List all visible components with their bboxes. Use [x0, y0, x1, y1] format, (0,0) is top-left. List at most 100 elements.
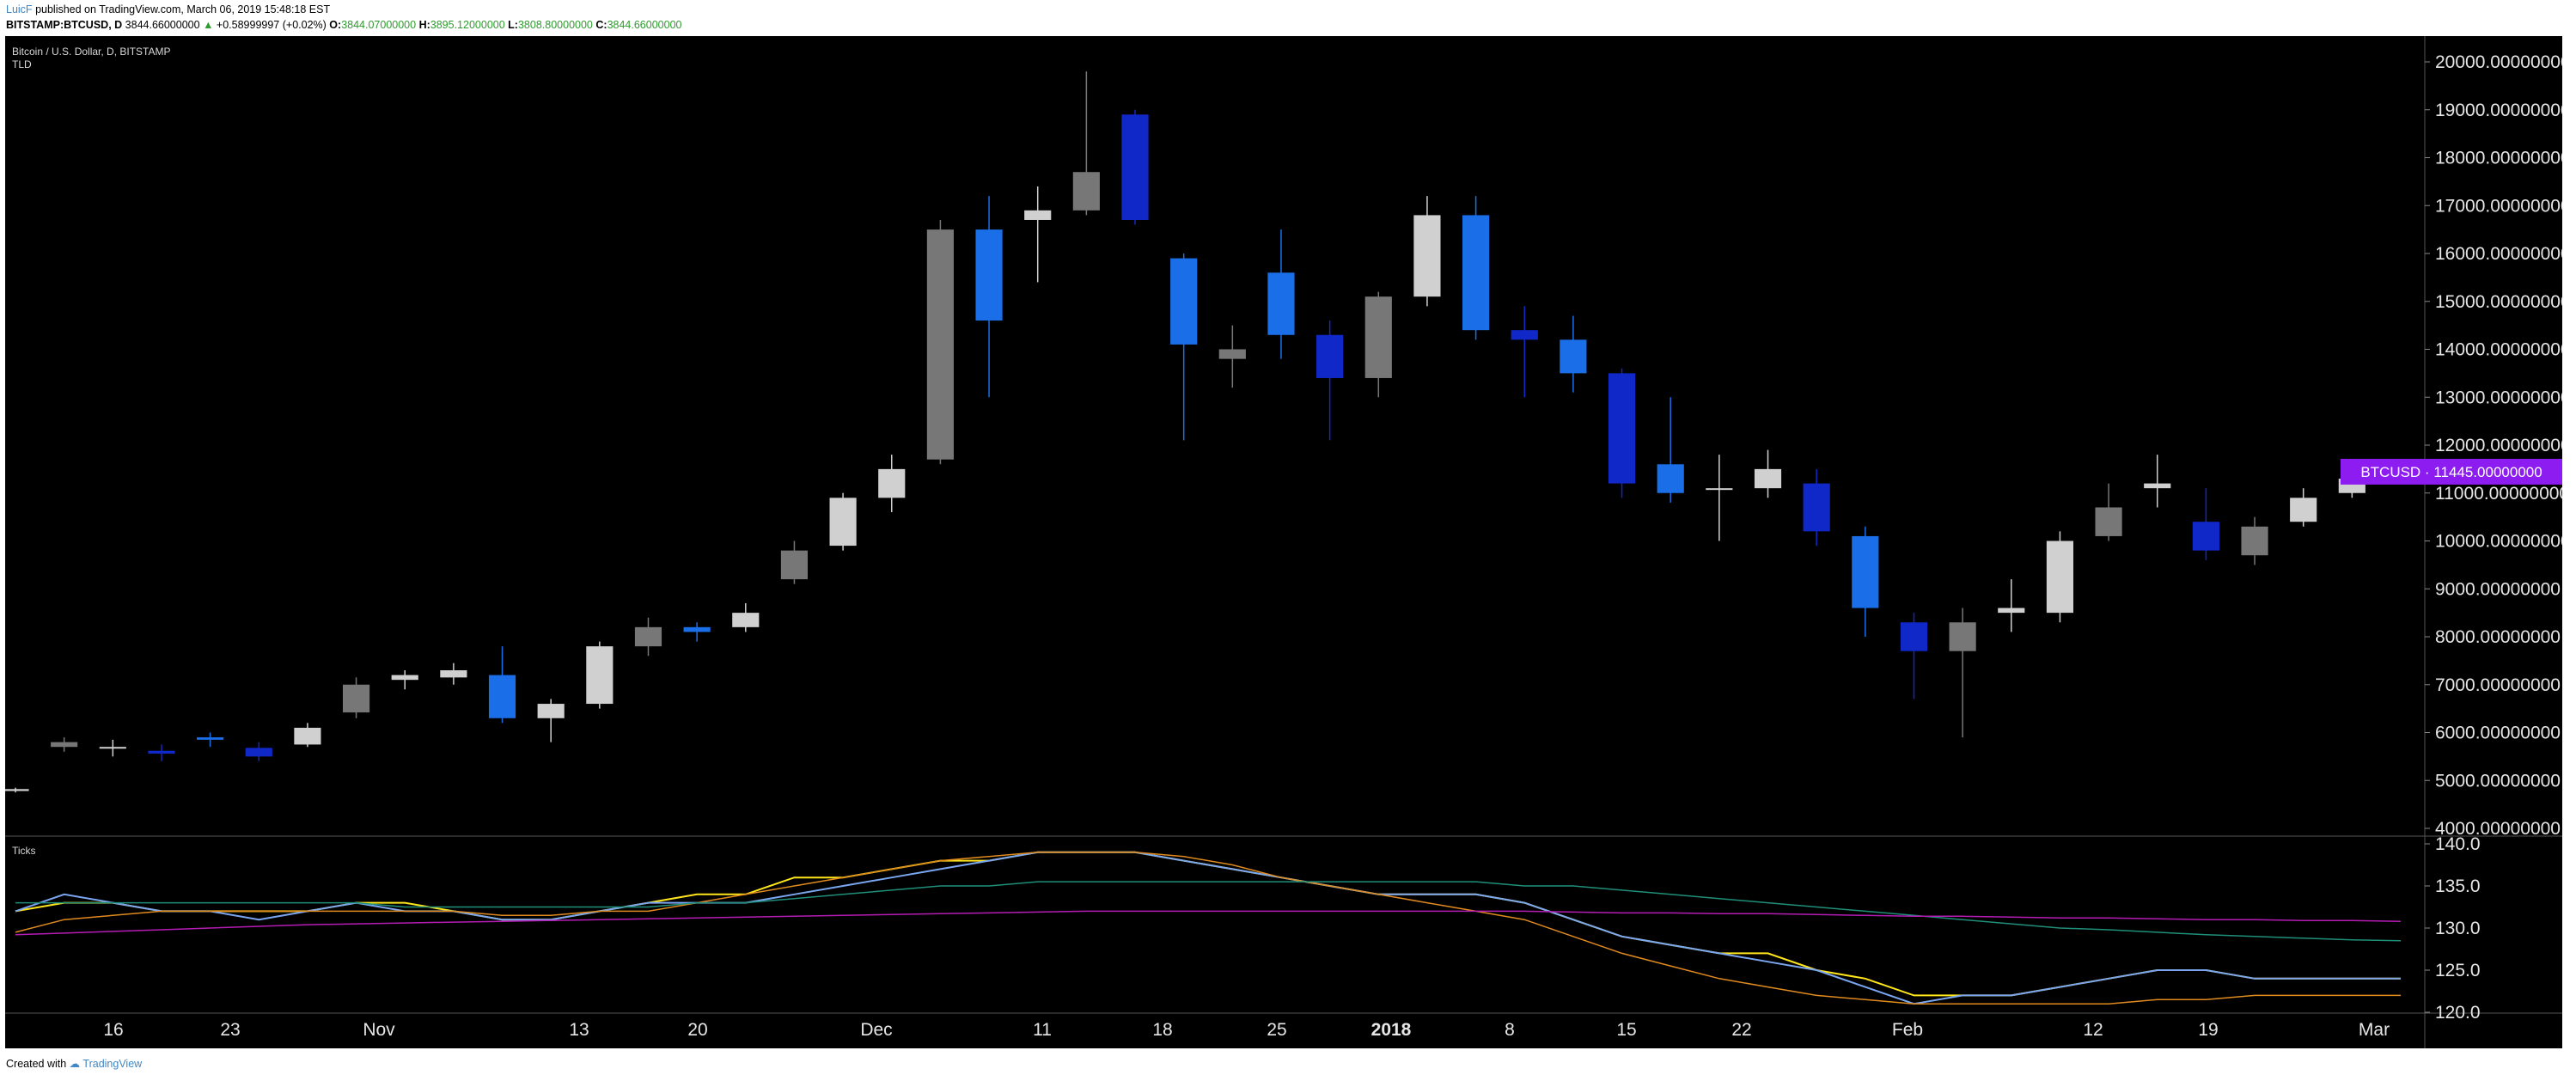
- ticks-axis-label: 130.0: [2435, 919, 2481, 938]
- candle[interactable]: [586, 641, 613, 709]
- time-axis-label: 25: [1267, 1020, 1286, 1040]
- candle[interactable]: [780, 540, 809, 584]
- time-axis-label: 2018: [1371, 1020, 1412, 1040]
- candle-body: [926, 229, 954, 460]
- time-axis-label: 15: [1616, 1020, 1636, 1040]
- candle[interactable]: [1803, 468, 1830, 547]
- candle[interactable]: [2192, 488, 2219, 560]
- candle[interactable]: [732, 602, 760, 632]
- price-tag-box: [2341, 458, 2562, 485]
- price-axis-label: 8000.00000000: [2435, 627, 2561, 647]
- candle[interactable]: [537, 699, 565, 742]
- candle-body: [1949, 622, 1976, 651]
- candle-body: [440, 670, 467, 678]
- candle[interactable]: [391, 670, 418, 690]
- candle[interactable]: [683, 622, 711, 642]
- candle[interactable]: [488, 646, 516, 724]
- candle[interactable]: [1316, 321, 1344, 441]
- candle[interactable]: [829, 492, 857, 551]
- candle[interactable]: [1852, 526, 1879, 637]
- chart-header: LuicF published on TradingView.com, Marc…: [0, 0, 2576, 36]
- candle[interactable]: [975, 196, 1003, 398]
- candle[interactable]: [2046, 531, 2074, 623]
- candle[interactable]: [926, 219, 954, 465]
- candle-body: [1364, 296, 1392, 378]
- candle[interactable]: [2241, 516, 2268, 565]
- price-axis-label: 9000.00000000: [2435, 579, 2561, 599]
- chart-canvas[interactable]: Bitcoin / U.S. Dollar, D, BITSTAMP TLD T…: [5, 36, 2562, 1048]
- candle-body: [2192, 522, 2219, 551]
- candle-body: [975, 229, 1003, 321]
- candle-body: [1072, 172, 1100, 211]
- candle[interactable]: [1072, 71, 1100, 216]
- candle[interactable]: [440, 663, 467, 685]
- open-label: O:: [329, 19, 342, 31]
- candle[interactable]: [1949, 608, 1976, 738]
- high-label: H:: [418, 19, 430, 31]
- candle[interactable]: [1413, 196, 1441, 307]
- candle-body: [780, 550, 809, 580]
- candle[interactable]: [197, 732, 224, 748]
- time-axis-label: 19: [2198, 1020, 2218, 1040]
- publish-line: LuicF published on TradingView.com, Marc…: [6, 3, 330, 15]
- candle[interactable]: [1706, 455, 1733, 541]
- candle[interactable]: [2144, 455, 2171, 508]
- candle-body: [1121, 114, 1149, 220]
- candle[interactable]: [1900, 613, 1928, 699]
- candle-body: [683, 626, 711, 632]
- candle[interactable]: [2290, 488, 2317, 527]
- candle[interactable]: [1560, 315, 1587, 393]
- indicator-label: TLD: [12, 58, 32, 70]
- candle[interactable]: [99, 739, 126, 757]
- ticks-label: Ticks: [12, 845, 36, 857]
- candle[interactable]: [1657, 397, 1684, 503]
- author-link[interactable]: LuicF: [6, 3, 33, 15]
- symbol-name: BITSTAMP:BTCUSD, D: [6, 19, 123, 31]
- candle[interactable]: [5, 787, 29, 793]
- high-value: 3895.12000000: [430, 19, 505, 31]
- price-tag: BTCUSD · 11445.00000000: [2341, 458, 2562, 485]
- tradingview-logo-icon[interactable]: ☁ TradingView: [69, 1058, 143, 1070]
- candle[interactable]: [148, 744, 175, 761]
- candle[interactable]: [1121, 109, 1149, 225]
- candle[interactable]: [51, 737, 78, 752]
- time-axis-label: Nov: [363, 1020, 395, 1040]
- price-axis-label: 20000.00000000: [2435, 52, 2562, 72]
- time-axis-label: 22: [1731, 1020, 1751, 1040]
- candle[interactable]: [2095, 483, 2122, 541]
- candle[interactable]: [294, 723, 321, 748]
- candle[interactable]: [1511, 306, 1538, 398]
- candle[interactable]: [1267, 229, 1295, 359]
- candle-body: [829, 498, 857, 547]
- candle[interactable]: [634, 617, 662, 657]
- candle[interactable]: [1364, 291, 1392, 398]
- candle-body: [148, 750, 175, 754]
- candle[interactable]: [878, 455, 906, 513]
- candle[interactable]: [1218, 325, 1246, 388]
- candle[interactable]: [1024, 186, 1052, 283]
- candle[interactable]: [1998, 579, 2025, 632]
- ticks-axis[interactable]: 140.0 135.0 130.0 125.0 120.0: [2425, 834, 2481, 1023]
- candle[interactable]: [1754, 449, 1782, 498]
- candle[interactable]: [342, 677, 370, 718]
- time-axis-label: 8: [1505, 1020, 1515, 1040]
- candle[interactable]: [1608, 368, 1636, 498]
- candle[interactable]: [1170, 253, 1198, 441]
- time-axis[interactable]: 16 23 Nov 13 20 Dec 11 18 25 2018 8 15 22 Feb 12 19 Mar: [103, 1020, 2390, 1040]
- time-axis-label: 12: [2083, 1020, 2103, 1040]
- time-axis-label: Dec: [860, 1020, 892, 1040]
- candle-body: [1852, 535, 1879, 608]
- candle-body: [1218, 349, 1246, 359]
- price-axis-label: 4000.00000000: [2435, 819, 2561, 839]
- ticks-axis-label: 135.0: [2435, 876, 2481, 896]
- candle[interactable]: [1462, 196, 1490, 340]
- price-axis-label: 16000.00000000: [2435, 244, 2562, 264]
- close-value: 3844.66000000: [607, 19, 682, 31]
- candle[interactable]: [245, 742, 272, 761]
- time-axis-label: 11: [1033, 1020, 1052, 1040]
- candle-body: [2241, 526, 2268, 556]
- candle-body: [245, 748, 272, 757]
- price-axis-label: 12000.00000000: [2435, 436, 2562, 455]
- price-axis[interactable]: 20000.00000000 19000.00000000 18000.000000…: [2425, 52, 2562, 839]
- candles-layer[interactable]: [5, 71, 2414, 793]
